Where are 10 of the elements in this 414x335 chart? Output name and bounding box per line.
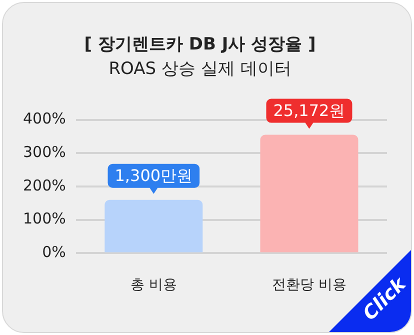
chart-subtitle: ROAS 상승 실제 데이터 <box>108 59 292 80</box>
chart-title: [ 장기렌트카 DB J사 성장율 ] <box>84 34 316 55</box>
annotation: 1,300만원 <box>114 166 193 185</box>
y-tick-label: 300% <box>22 143 66 162</box>
x-tick-label: 총 비용 <box>130 277 177 294</box>
y-tick-label: 0% <box>42 243 66 262</box>
annotation: 25,172원 <box>273 100 346 120</box>
y-tick-label: 400% <box>22 110 66 128</box>
y-tick-label: 200% <box>22 176 66 194</box>
y-tick-label: 100% <box>22 210 66 228</box>
